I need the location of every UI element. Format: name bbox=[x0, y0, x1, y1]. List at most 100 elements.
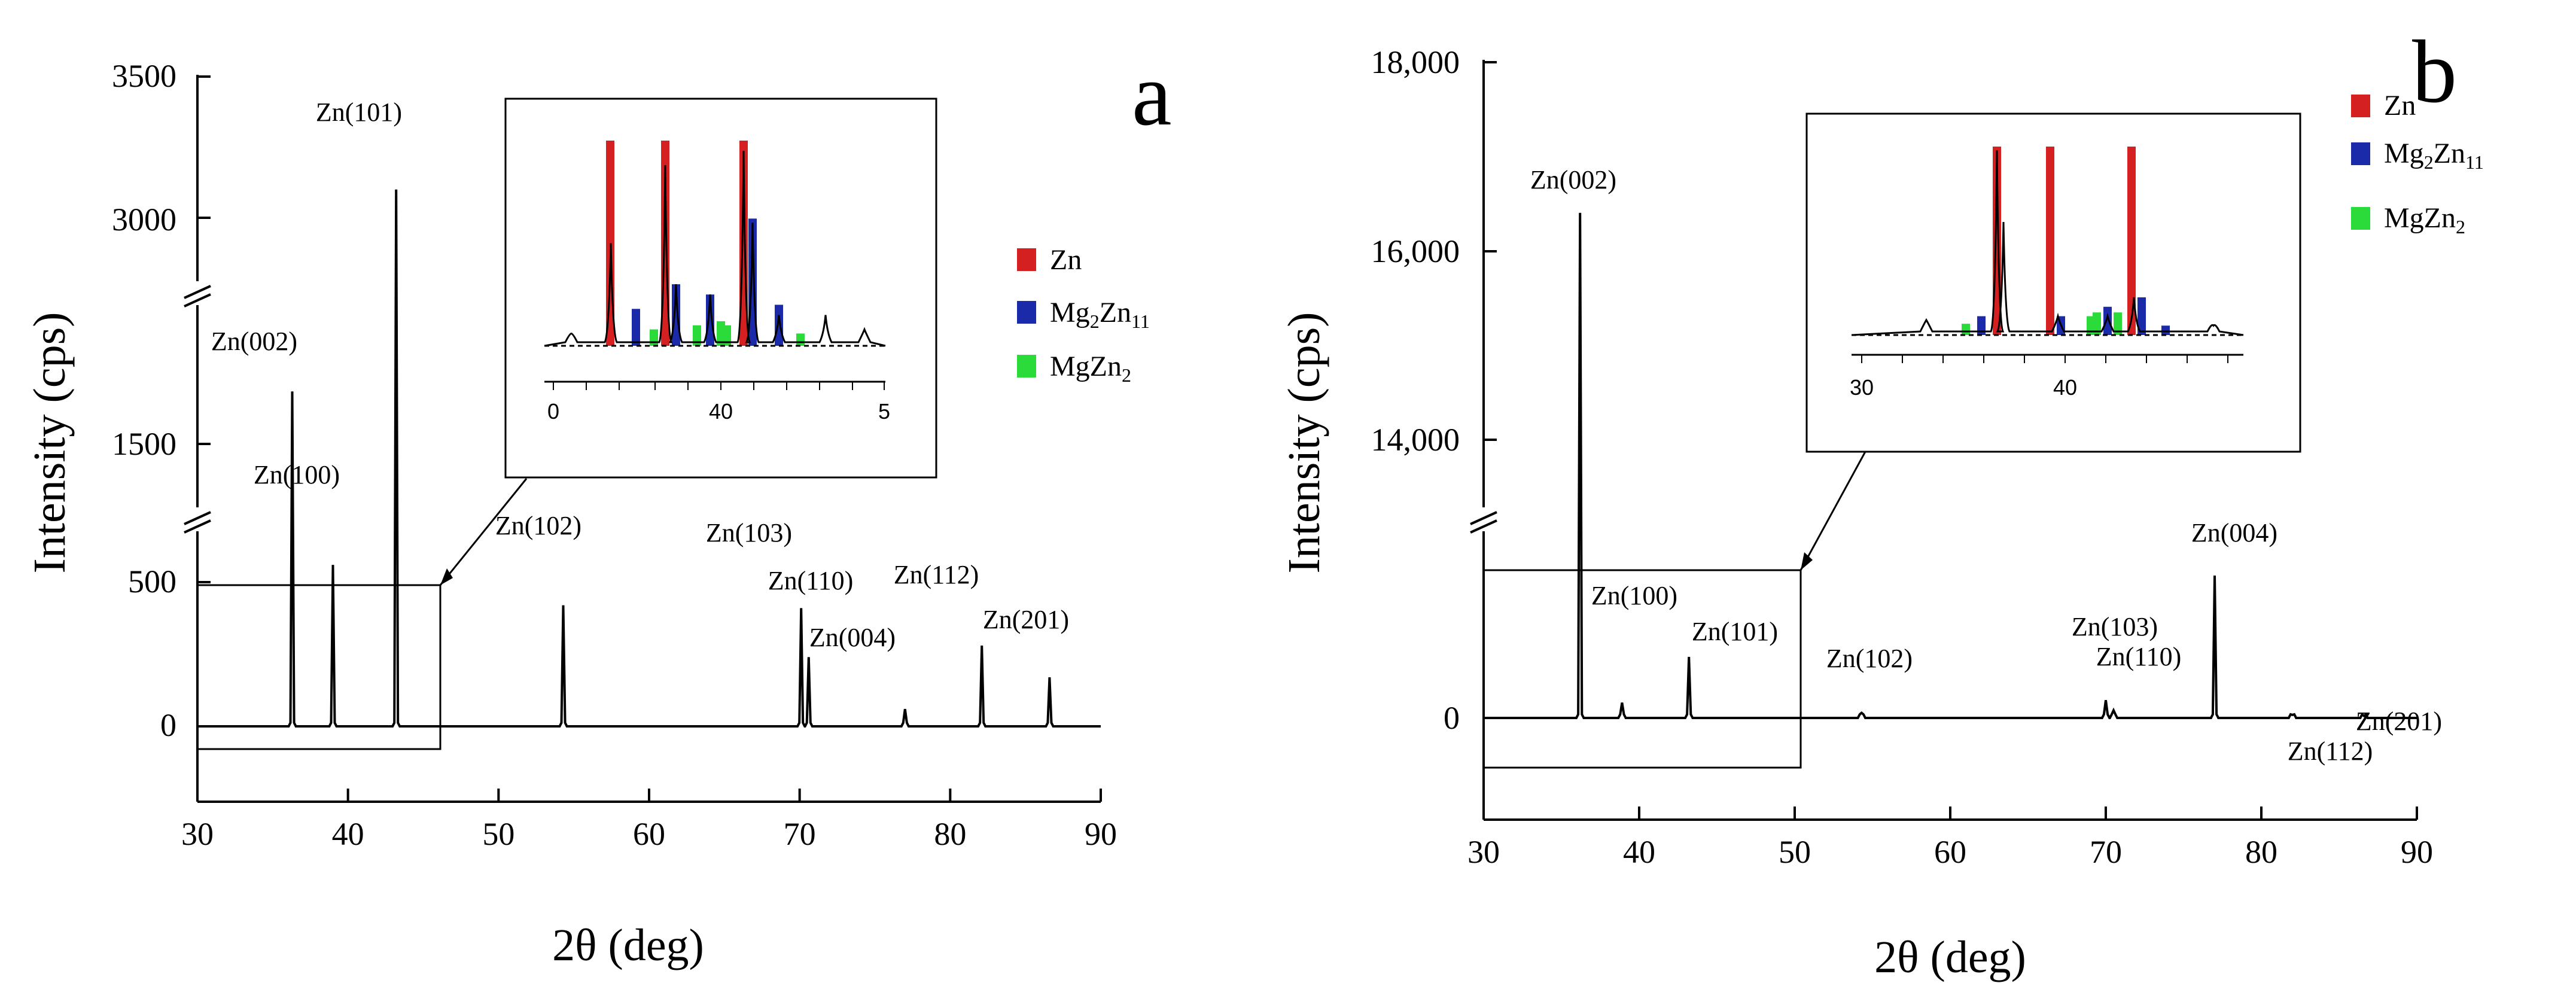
legend-swatch-zn bbox=[1017, 248, 1036, 271]
peak-label: Zn(112) bbox=[894, 560, 979, 589]
x-ticks-a: 30 40 50 60 70 80 90 bbox=[181, 789, 1117, 852]
x-tick-label: 60 bbox=[1934, 834, 1966, 870]
inset-pointer-b bbox=[1799, 451, 1866, 571]
inset-trace-a bbox=[544, 151, 886, 347]
peak-label: Zn(100) bbox=[254, 460, 340, 489]
peak-label: Zn(103) bbox=[706, 518, 792, 547]
inset-reference-bar bbox=[723, 325, 731, 346]
y-tick-label: 0 bbox=[1444, 700, 1460, 736]
inset-tick-label: 0 bbox=[547, 399, 559, 424]
inset-trace-b bbox=[1851, 150, 2244, 336]
xrd-trace-a bbox=[197, 189, 1101, 728]
peak-label: Zn(201) bbox=[983, 605, 1069, 634]
xrd-trace-b bbox=[1484, 212, 2417, 719]
y-tick-label: 14,000 bbox=[1371, 422, 1460, 458]
peak-label: Zn(004) bbox=[809, 623, 896, 652]
inset-reference-bar bbox=[1977, 316, 1986, 335]
inset-reference-bar bbox=[2161, 325, 2170, 335]
y-axis-title-a: Intensity (cps) bbox=[25, 312, 75, 574]
peak-label: Zn(103) bbox=[2072, 612, 2158, 641]
legend-swatch-mg2zn11 bbox=[1017, 301, 1036, 324]
inset-reference-bar bbox=[2093, 312, 2101, 335]
x-tick-label: 40 bbox=[332, 816, 364, 852]
axis-break-lower-a bbox=[184, 507, 211, 534]
axis-break-b bbox=[1470, 507, 1497, 534]
y-tick-label: 500 bbox=[128, 564, 176, 599]
legend-swatch-mg2zn11 bbox=[2351, 142, 2370, 165]
inset-ticks-b bbox=[1861, 355, 2228, 363]
pointer-arrowhead-a bbox=[440, 568, 453, 585]
inset-reference-bar bbox=[2137, 297, 2146, 335]
y-axis-title-b: Intensity (cps) bbox=[1279, 312, 1329, 574]
inset-reference-bar bbox=[2103, 306, 2112, 335]
inset-reference-bar bbox=[796, 333, 805, 346]
peak-label: Zn(110) bbox=[768, 566, 854, 595]
peak-labels-b: Zn(002)Zn(100)Zn(101)Zn(102)Zn(103)Zn(11… bbox=[1530, 165, 2442, 766]
x-tick-label: 80 bbox=[2245, 834, 2277, 870]
x-tick-label: 90 bbox=[1085, 816, 1117, 852]
peak-label: Zn(102) bbox=[1826, 644, 1913, 673]
legend-a: Zn Mg2Zn11 MgZn2 bbox=[1017, 244, 1150, 386]
x-tick-label: 90 bbox=[2401, 834, 2433, 870]
inset-reference-bar bbox=[632, 309, 640, 346]
inset-b: 30 40 bbox=[1805, 112, 2301, 453]
legend-swatch-zn bbox=[2351, 95, 2370, 117]
legend-label-mg2zn11: Mg2Zn11 bbox=[2384, 138, 2484, 173]
x-tick-label: 30 bbox=[181, 816, 214, 852]
inset-reference-bar bbox=[650, 329, 658, 346]
x-tick-label: 60 bbox=[633, 816, 665, 852]
panel-letter-b: b bbox=[2412, 22, 2457, 121]
peak-label: Zn(100) bbox=[1591, 581, 1677, 610]
peak-labels-a: Zn(002) Zn(100) Zn(101) Zn(102) Zn(103) Zn(11… bbox=[211, 98, 1069, 652]
inset-reference-bar bbox=[693, 325, 701, 346]
panel-b: b 0 14,000 16,000 18,000 30 40 50 60 70 80 90 … bbox=[1279, 22, 2484, 982]
y-tick-label: 18,000 bbox=[1371, 44, 1460, 80]
inset-tick-label: 30 bbox=[1850, 375, 1874, 400]
legend-label-mg2zn11: Mg2Zn11 bbox=[1050, 297, 1150, 332]
y-tick-label: 1500 bbox=[112, 426, 176, 462]
y-ticks-b bbox=[1484, 61, 1497, 719]
peak-label: Zn(112) bbox=[2288, 737, 2373, 766]
x-tick-label: 70 bbox=[2090, 834, 2122, 870]
legend-label-mgzn2: MgZn2 bbox=[1050, 351, 1131, 386]
peak-label: Zn(002) bbox=[211, 327, 297, 356]
inset-reference-bar bbox=[775, 305, 783, 346]
peak-label: Zn(101) bbox=[316, 98, 402, 127]
x-tick-label: 30 bbox=[1467, 834, 1500, 870]
y-tick-labels-a: 0 500 1500 3000 3500 bbox=[112, 58, 176, 743]
peak-label: Zn(002) bbox=[1530, 165, 1616, 194]
y-tick-label: 3500 bbox=[112, 58, 176, 94]
y-tick-label: 3000 bbox=[112, 202, 176, 238]
panel-letter-a: a bbox=[1132, 45, 1172, 144]
y-ticks-a bbox=[197, 75, 211, 728]
inset-reference-bar bbox=[2046, 147, 2054, 335]
inset-tick-label: 5 bbox=[878, 399, 890, 424]
legend-label-mgzn2: MgZn2 bbox=[2384, 202, 2465, 238]
inset-reference-bar bbox=[2127, 147, 2136, 335]
x-tick-label: 50 bbox=[1779, 834, 1811, 870]
peak-label: Zn(201) bbox=[2356, 707, 2442, 736]
legend-label-zn: Zn bbox=[1050, 244, 1082, 276]
x-ticks-b: 30 40 50 60 70 80 90 bbox=[1467, 807, 2433, 870]
inset-reference-bar bbox=[706, 294, 714, 346]
inset-pointer-a bbox=[439, 478, 528, 586]
axis-break-upper-a bbox=[184, 281, 211, 308]
panel-a: a 0 500 1500 3000 3500 bbox=[25, 45, 1172, 970]
peak-label: Zn(004) bbox=[2191, 518, 2277, 547]
x-tick-label: 80 bbox=[934, 816, 966, 852]
legend-swatch-mgzn2 bbox=[1017, 355, 1036, 378]
legend-swatch-mgzn2 bbox=[2351, 207, 2370, 230]
inset-ticks-a bbox=[553, 382, 885, 390]
inset-a: 0 40 5 bbox=[504, 98, 937, 479]
y-tick-labels-b: 0 14,000 16,000 18,000 bbox=[1371, 44, 1460, 736]
zoom-region-b bbox=[1482, 569, 1802, 769]
y-tick-label: 16,000 bbox=[1371, 233, 1460, 269]
x-axis-title-a: 2θ (deg) bbox=[552, 920, 704, 970]
inset-reference-bar bbox=[672, 284, 680, 346]
legend-label-zn: Zn bbox=[2384, 90, 2416, 121]
inset-tick-label: 40 bbox=[2053, 375, 2077, 400]
x-tick-label: 40 bbox=[1623, 834, 1655, 870]
y-tick-label: 0 bbox=[160, 707, 176, 743]
zoom-region-a bbox=[196, 584, 441, 750]
